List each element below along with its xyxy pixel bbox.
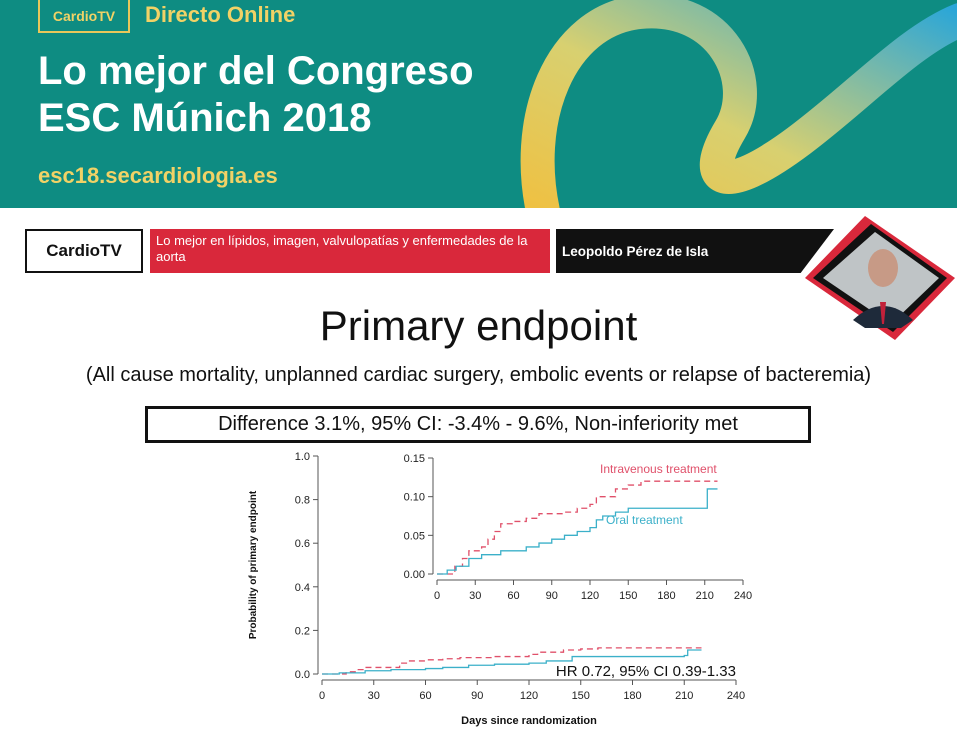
- x-tick-label: 150: [619, 590, 637, 602]
- series-label-oral: Oral treatment: [606, 513, 683, 527]
- y-tick-label: 0.00: [404, 569, 425, 581]
- speaker-head: [868, 249, 898, 287]
- series-line-oral-treatment: [322, 649, 702, 675]
- hazard-ratio-annotation: HR 0.72, 95% CI 0.39-1.33: [556, 663, 736, 680]
- x-tick-label: 0: [319, 690, 325, 702]
- x-tick-label: 210: [675, 690, 693, 702]
- banner-url: esc18.secardiologia.es: [38, 163, 278, 188]
- x-tick-label: 30: [469, 590, 481, 602]
- speaker-video-thumbnail: [805, 216, 955, 340]
- x-tick-label: 60: [507, 590, 519, 602]
- x-tick-label: 150: [572, 690, 590, 702]
- cardiotv-logo: CardioTV: [25, 229, 143, 273]
- x-tick-label: 0: [434, 590, 440, 602]
- x-tick-label: 120: [520, 690, 538, 702]
- y-tick-label: 0.4: [295, 582, 310, 594]
- result-summary-box: Difference 3.1%, 95% CI: -3.4% - 9.6%, N…: [145, 406, 811, 443]
- x-tick-label: 90: [471, 690, 483, 702]
- speaker-name: Leopoldo Pérez de Isla: [556, 229, 834, 273]
- series-label-intravenous: Intravenous treatment: [600, 462, 717, 476]
- banner-title-line2: ESC Múnich 2018: [38, 96, 372, 140]
- x-tick-label: 90: [546, 590, 558, 602]
- y-tick-label: 1.0: [295, 451, 310, 463]
- main-plot: 0.0 0.2 0.4 0.6 0.8 1.0 0 30 60 90 120 150 180 210 240…: [248, 451, 745, 727]
- banner-live-label: Directo Online: [145, 2, 296, 27]
- series-line-oral-treatment: [437, 488, 718, 575]
- x-tick-label: 30: [368, 690, 380, 702]
- series-line-intravenous-treatment: [437, 480, 718, 575]
- x-tick-label: 60: [419, 690, 431, 702]
- banner-swirl-graphic: [520, 0, 957, 208]
- slide-title: Primary endpoint: [319, 302, 638, 349]
- series-line-intravenous-treatment: [322, 647, 702, 675]
- session-topic: Lo mejor en lípidos, imagen, valvulopatí…: [150, 229, 550, 273]
- slide-subtitle: (All cause mortality, unplanned cardiac …: [85, 364, 872, 386]
- banner-cardiotv-logo: CardioTV: [38, 0, 130, 33]
- y-tick-label: 0.8: [295, 495, 310, 507]
- y-tick-label: 0.05: [404, 530, 425, 542]
- y-tick-label: 0.2: [295, 625, 310, 637]
- x-tick-label: 210: [696, 590, 714, 602]
- y-tick-label: 0.0: [295, 669, 310, 681]
- x-axis-title: Days since randomization: [461, 715, 597, 727]
- banner-title-line1: Lo mejor del Congreso: [38, 49, 474, 93]
- x-tick-label: 240: [727, 690, 745, 702]
- y-tick-label: 0.15: [404, 453, 425, 465]
- x-tick-label: 240: [734, 590, 752, 602]
- y-tick-label: 0.10: [404, 492, 425, 504]
- conference-banner: CardioTV Directo Online Lo mejor del Con…: [0, 0, 957, 208]
- kaplan-meier-chart: 0.0 0.2 0.4 0.6 0.8 1.0 0 30 60 90 120 150 180 210 240…: [248, 451, 753, 727]
- y-tick-label: 0.6: [295, 538, 310, 550]
- y-axis-title: Probability of primary endpoint: [248, 490, 259, 639]
- x-tick-label: 120: [581, 590, 599, 602]
- inset-plot: 0.00 0.05 0.10 0.15 0 30 60 90 120 150 180 210 240 In…: [404, 453, 753, 602]
- lower-third-bar: CardioTV Lo mejor en lípidos, imagen, va…: [0, 216, 957, 340]
- x-tick-label: 180: [657, 590, 675, 602]
- x-tick-label: 180: [623, 690, 641, 702]
